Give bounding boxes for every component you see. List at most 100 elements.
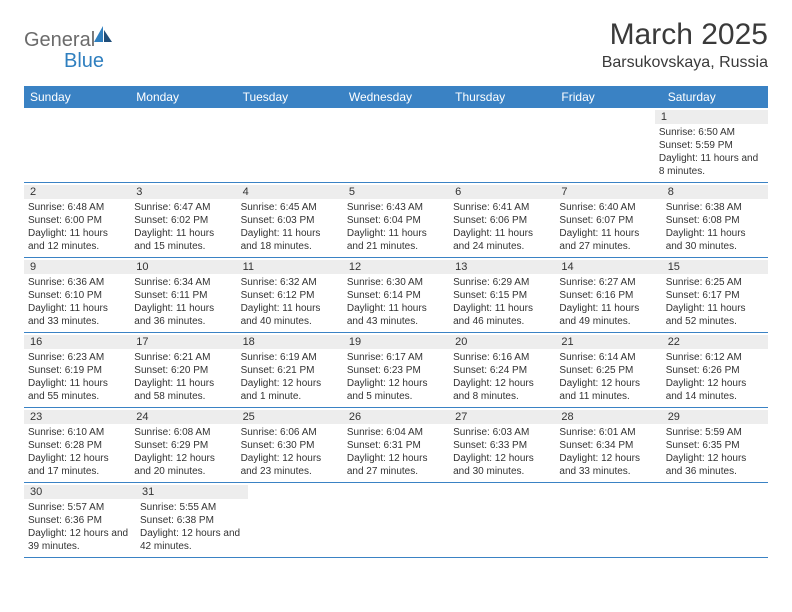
day-cell: 13Sunrise: 6:29 AMSunset: 6:15 PMDayligh… — [449, 258, 555, 332]
day-cell: 3Sunrise: 6:47 AMSunset: 6:02 PMDaylight… — [130, 183, 236, 257]
day-info: Sunrise: 6:21 AMSunset: 6:20 PMDaylight:… — [134, 351, 232, 403]
day-cell: 20Sunrise: 6:16 AMSunset: 6:24 PMDayligh… — [449, 333, 555, 407]
weekday-header-cell: Tuesday — [237, 86, 343, 108]
sail-icon — [92, 24, 114, 49]
sunrise-text: Sunrise: 6:34 AM — [134, 276, 232, 289]
day-number: 16 — [24, 335, 130, 349]
day-info: Sunrise: 6:10 AMSunset: 6:28 PMDaylight:… — [28, 426, 126, 478]
empty-day-cell — [445, 108, 550, 182]
day-info: Sunrise: 5:55 AMSunset: 6:38 PMDaylight:… — [140, 501, 244, 553]
sunset-text: Sunset: 6:30 PM — [241, 439, 339, 452]
sunrise-text: Sunrise: 6:27 AM — [559, 276, 657, 289]
day-number: 20 — [449, 335, 555, 349]
daylight-text: Daylight: 12 hours and 39 minutes. — [28, 527, 132, 553]
day-cell: 11Sunrise: 6:32 AMSunset: 6:12 PMDayligh… — [237, 258, 343, 332]
daylight-text: Daylight: 12 hours and 30 minutes. — [453, 452, 551, 478]
location-label: Barsukovskaya, Russia — [602, 54, 768, 72]
daylight-text: Daylight: 12 hours and 8 minutes. — [453, 377, 551, 403]
sunset-text: Sunset: 6:14 PM — [347, 289, 445, 302]
day-cell: 21Sunrise: 6:14 AMSunset: 6:25 PMDayligh… — [555, 333, 661, 407]
sunset-text: Sunset: 6:23 PM — [347, 364, 445, 377]
calendar-grid: SundayMondayTuesdayWednesdayThursdayFrid… — [24, 86, 768, 558]
day-cell: 29Sunrise: 5:59 AMSunset: 6:35 PMDayligh… — [662, 408, 768, 482]
daylight-text: Daylight: 11 hours and 36 minutes. — [134, 302, 232, 328]
sunset-text: Sunset: 6:03 PM — [241, 214, 339, 227]
day-cell: 6Sunrise: 6:41 AMSunset: 6:06 PMDaylight… — [449, 183, 555, 257]
sunset-text: Sunset: 6:00 PM — [28, 214, 126, 227]
daylight-text: Daylight: 12 hours and 20 minutes. — [134, 452, 232, 478]
weekday-header-cell: Saturday — [662, 86, 768, 108]
sunset-text: Sunset: 6:10 PM — [28, 289, 126, 302]
sunrise-text: Sunrise: 6:30 AM — [347, 276, 445, 289]
day-number: 9 — [24, 260, 130, 274]
daylight-text: Daylight: 12 hours and 5 minutes. — [347, 377, 445, 403]
sunrise-text: Sunrise: 6:38 AM — [666, 201, 764, 214]
day-number: 2 — [24, 185, 130, 199]
day-info: Sunrise: 6:25 AMSunset: 6:17 PMDaylight:… — [666, 276, 764, 328]
day-number: 14 — [555, 260, 661, 274]
sunrise-text: Sunrise: 6:16 AM — [453, 351, 551, 364]
sunset-text: Sunset: 6:12 PM — [241, 289, 339, 302]
day-cell: 26Sunrise: 6:04 AMSunset: 6:31 PMDayligh… — [343, 408, 449, 482]
day-cell: 23 Sunrise: 6:10 AMSunset: 6:28 PMDayligh… — [24, 408, 130, 482]
weekday-header-row: SundayMondayTuesdayWednesdayThursdayFrid… — [24, 86, 768, 108]
header-row: General March 2025 Barsukovskaya, Russia — [24, 18, 768, 72]
day-number: 30 — [24, 485, 136, 499]
daylight-text: Daylight: 12 hours and 11 minutes. — [559, 377, 657, 403]
day-info: Sunrise: 6:45 AMSunset: 6:03 PMDaylight:… — [241, 201, 339, 253]
sunset-text: Sunset: 6:29 PM — [134, 439, 232, 452]
daylight-text: Daylight: 11 hours and 27 minutes. — [559, 227, 657, 253]
day-number: 15 — [662, 260, 768, 274]
sunrise-text: Sunrise: 6:03 AM — [453, 426, 551, 439]
daylight-text: Daylight: 12 hours and 17 minutes. — [28, 452, 126, 478]
daylight-text: Daylight: 11 hours and 43 minutes. — [347, 302, 445, 328]
logo: General — [24, 18, 121, 53]
day-cell: 28Sunrise: 6:01 AMSunset: 6:34 PMDayligh… — [555, 408, 661, 482]
sunrise-text: Sunrise: 6:47 AM — [134, 201, 232, 214]
empty-day-cell — [352, 483, 456, 557]
day-cell: 17Sunrise: 6:21 AMSunset: 6:20 PMDayligh… — [130, 333, 236, 407]
day-cell: 7Sunrise: 6:40 AMSunset: 6:07 PMDaylight… — [555, 183, 661, 257]
day-info: Sunrise: 6:41 AMSunset: 6:06 PMDaylight:… — [453, 201, 551, 253]
sunset-text: Sunset: 6:04 PM — [347, 214, 445, 227]
day-info: Sunrise: 6:19 AMSunset: 6:21 PMDaylight:… — [241, 351, 339, 403]
sunset-text: Sunset: 6:07 PM — [559, 214, 657, 227]
day-number: 26 — [343, 410, 449, 424]
sunset-text: Sunset: 6:38 PM — [140, 514, 244, 527]
sunset-text: Sunset: 6:16 PM — [559, 289, 657, 302]
sunset-text: Sunset: 6:17 PM — [666, 289, 764, 302]
day-cell: 30 Sunrise: 5:57 AMSunset: 6:36 PMDayligh… — [24, 483, 136, 557]
sunrise-text: Sunrise: 6:36 AM — [28, 276, 126, 289]
sunrise-text: Sunrise: 6:40 AM — [559, 201, 657, 214]
day-info: Sunrise: 5:57 AMSunset: 6:36 PMDaylight:… — [28, 501, 132, 553]
day-cell: 9 Sunrise: 6:36 AMSunset: 6:10 PMDaylight… — [24, 258, 130, 332]
day-info: Sunrise: 6:30 AMSunset: 6:14 PMDaylight:… — [347, 276, 445, 328]
day-info: Sunrise: 6:48 AMSunset: 6:00 PMDaylight:… — [28, 201, 126, 253]
week-row: 1Sunrise: 6:50 AMSunset: 5:59 PMDaylight… — [24, 108, 768, 183]
day-number: 18 — [237, 335, 343, 349]
sunset-text: Sunset: 6:06 PM — [453, 214, 551, 227]
day-cell: 19Sunrise: 6:17 AMSunset: 6:23 PMDayligh… — [343, 333, 449, 407]
daylight-text: Daylight: 11 hours and 49 minutes. — [559, 302, 657, 328]
day-number: 3 — [130, 185, 236, 199]
logo-blue-wrap: Blue — [24, 50, 104, 73]
daylight-text: Daylight: 12 hours and 36 minutes. — [666, 452, 764, 478]
day-cell: 4Sunrise: 6:45 AMSunset: 6:03 PMDaylight… — [237, 183, 343, 257]
day-cell: 22Sunrise: 6:12 AMSunset: 6:26 PMDayligh… — [662, 333, 768, 407]
sunset-text: Sunset: 6:31 PM — [347, 439, 445, 452]
sunrise-text: Sunrise: 6:08 AM — [134, 426, 232, 439]
sunrise-text: Sunrise: 6:21 AM — [134, 351, 232, 364]
day-cell: 16Sunrise: 6:23 AMSunset: 6:19 PMDayligh… — [24, 333, 130, 407]
calendar-page: General March 2025 Barsukovskaya, Russia… — [0, 0, 792, 576]
day-info: Sunrise: 6:36 AMSunset: 6:10 PMDaylight:… — [28, 276, 126, 328]
daylight-text: Daylight: 11 hours and 21 minutes. — [347, 227, 445, 253]
sunset-text: Sunset: 6:25 PM — [559, 364, 657, 377]
sunrise-text: Sunrise: 5:55 AM — [140, 501, 244, 514]
day-info: Sunrise: 6:40 AMSunset: 6:07 PMDaylight:… — [559, 201, 657, 253]
day-cell: 25Sunrise: 6:06 AMSunset: 6:30 PMDayligh… — [237, 408, 343, 482]
day-info: Sunrise: 6:01 AMSunset: 6:34 PMDaylight:… — [559, 426, 657, 478]
weekday-header-cell: Sunday — [24, 86, 130, 108]
empty-day-cell — [24, 108, 129, 182]
day-number: 23 — [24, 410, 130, 424]
sunrise-text: Sunrise: 6:50 AM — [659, 126, 764, 139]
